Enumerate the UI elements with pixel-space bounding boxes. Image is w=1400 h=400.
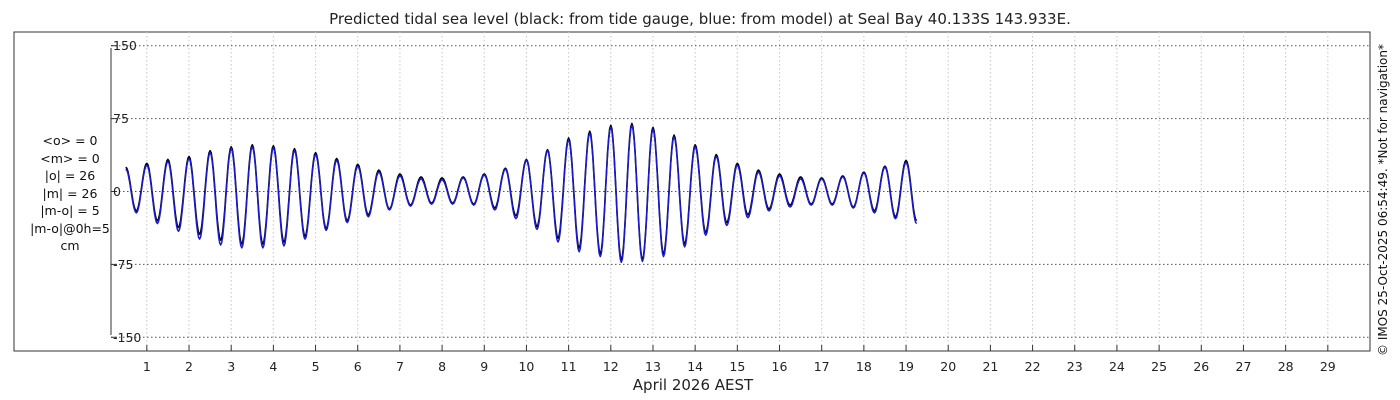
x-axis-label: April 2026 AEST xyxy=(632,376,754,394)
x-tick-label: 9 xyxy=(480,359,488,374)
stats-panel: <o> = 0 <m> = 0 |o| = 26 |m| = 26 |m-o| … xyxy=(22,132,118,255)
x-tick-label: 26 xyxy=(1193,359,1209,374)
x-tick-label: 12 xyxy=(603,359,619,374)
x-tick-label: 25 xyxy=(1151,359,1167,374)
stat-units: cm xyxy=(60,238,80,253)
y-tick-label: 150 xyxy=(113,38,137,53)
stat-mean-observed: <o> = 0 xyxy=(42,133,98,148)
stat-mean-model: <m> = 0 xyxy=(40,150,100,166)
y-tick-label: -150 xyxy=(113,330,141,345)
x-tick-label: 19 xyxy=(898,359,914,374)
series-layer xyxy=(125,122,918,264)
x-tick-label: 20 xyxy=(940,359,956,374)
x-tick-label: 14 xyxy=(687,359,703,374)
x-tick-label: 10 xyxy=(518,359,534,374)
copyright-note: © IMOS 25-Oct-2025 06:54:49. *Not for na… xyxy=(1376,44,1390,356)
x-tick-label: 24 xyxy=(1109,359,1125,374)
axis-layer: 1 2 3 4 5 6 7 8 9 10 11 12 13 14 15 16 17 18 19 20 21 22 23 24 2… xyxy=(110,38,1336,374)
plot-frame xyxy=(13,31,1371,352)
series-line-model xyxy=(125,124,918,264)
x-tick-label: 5 xyxy=(312,359,320,374)
x-tick-label: 29 xyxy=(1320,359,1336,374)
x-tick-label: 28 xyxy=(1278,359,1294,374)
x-tick-label: 7 xyxy=(396,359,404,374)
x-tick-label: 8 xyxy=(438,359,446,374)
y-tick-label: 75 xyxy=(113,111,129,126)
x-tick-label: 16 xyxy=(772,359,788,374)
stat-abs-model: |m| = 26 xyxy=(42,185,98,201)
x-tick-label: 3 xyxy=(227,359,235,374)
x-tick-label: 27 xyxy=(1236,359,1252,374)
x-tick-label: 17 xyxy=(814,359,830,374)
x-tick-label: 18 xyxy=(856,359,872,374)
x-tick-label: 22 xyxy=(1025,359,1041,374)
x-tick-label: 6 xyxy=(354,359,362,374)
x-tick-label: 11 xyxy=(561,359,577,374)
stat-abs-observed: |o| = 26 xyxy=(44,168,96,183)
x-tick-label: 13 xyxy=(645,359,661,374)
y-tick-label: -75 xyxy=(113,257,133,272)
x-tick-label: 4 xyxy=(269,359,277,374)
x-tick-label: 2 xyxy=(185,359,193,374)
grid-layer xyxy=(111,32,1370,351)
stat-abs-diff-0h: |m-o|@0h=5 xyxy=(30,220,110,236)
x-tick-label: 15 xyxy=(729,359,745,374)
x-tick-label: 21 xyxy=(982,359,998,374)
y-tick-label: 0 xyxy=(113,184,121,199)
stat-abs-diff: |m-o| = 5 xyxy=(40,203,100,218)
x-tick-label: 23 xyxy=(1067,359,1083,374)
x-tick-label: 1 xyxy=(143,359,151,374)
chart-title: Predicted tidal sea level (black: from t… xyxy=(329,10,1071,28)
